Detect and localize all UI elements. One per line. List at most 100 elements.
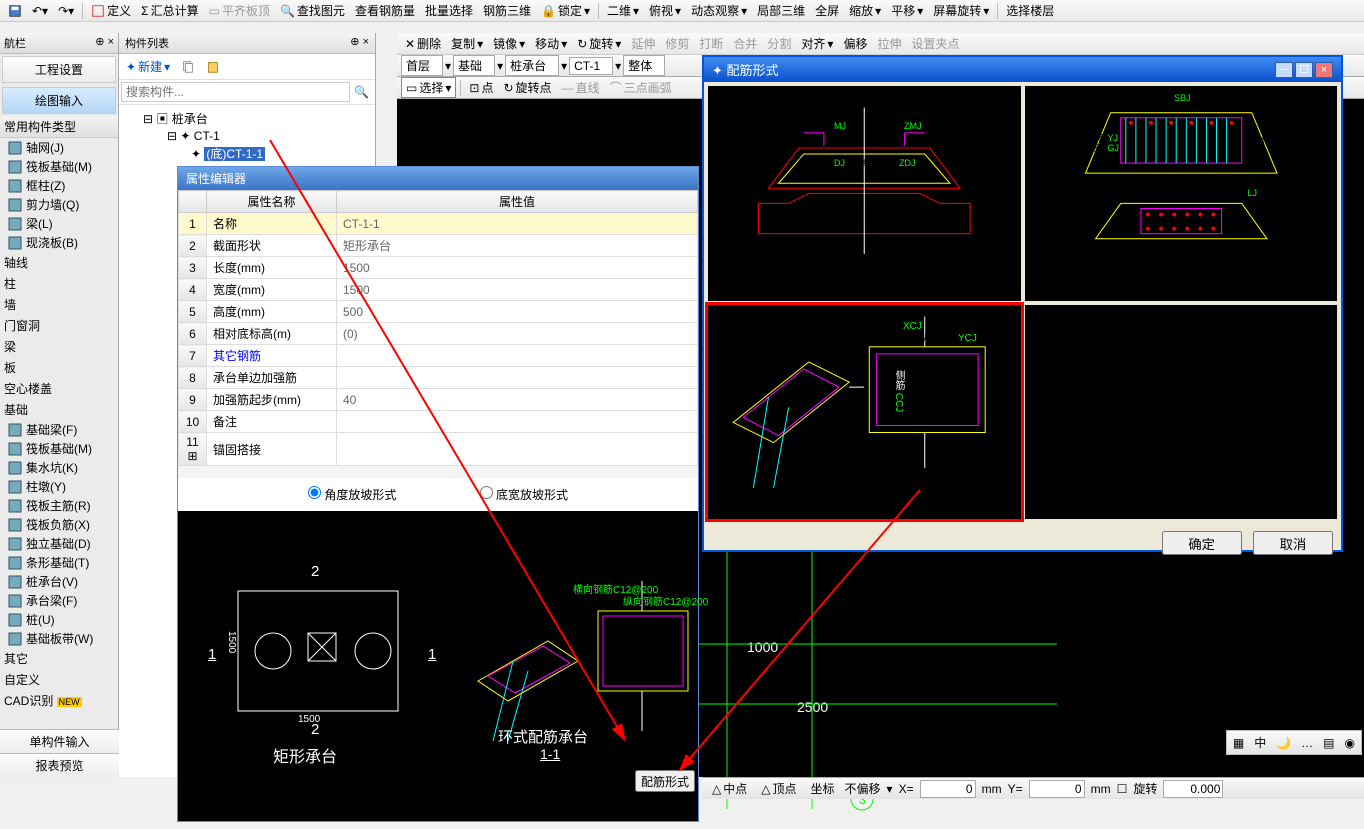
selfloor-button[interactable]: 选择楼层 <box>1002 1 1058 20</box>
radio-angle[interactable]: 角度放坡形式 <box>308 488 396 502</box>
line-tool[interactable]: — 直线 <box>558 78 604 97</box>
dlg-option-3[interactable]: 横向钢筋XCJ 纵向钢筋YCJ 侧筋 CCJ 环式配筋承台 1-1 <box>708 305 1021 520</box>
nav-item[interactable]: 桩承台(V) <box>0 572 118 591</box>
nav-item[interactable]: 梁(L) <box>0 214 118 233</box>
bc-cat[interactable]: 基础 <box>453 55 495 76</box>
nav-cat[interactable]: 空心楼盖 <box>0 378 118 399</box>
paste-tree-icon[interactable] <box>202 57 224 76</box>
dlg-cancel-button[interactable]: 取消 <box>1253 531 1333 555</box>
dlg-close-icon[interactable]: × <box>1315 62 1333 78</box>
setgrip-button[interactable]: 设置夹点 <box>907 34 963 53</box>
sb-x-input[interactable] <box>920 780 976 798</box>
prop-row[interactable]: 9加强筋起步(mm)40 <box>179 389 698 411</box>
batchsel-button[interactable]: 批量选择 <box>421 1 477 20</box>
rt-5-icon[interactable]: ▤ <box>1319 733 1338 752</box>
prop-row[interactable]: 11 ⊞锚固搭接 <box>179 433 698 466</box>
prop-row[interactable]: 4宽度(mm)1500 <box>179 279 698 301</box>
nav-proj-button[interactable]: 工程设置 <box>2 56 116 83</box>
nav-cat[interactable]: CAD识别 NEW <box>0 690 118 711</box>
search-icon[interactable]: 🔍 <box>350 82 373 102</box>
nav-item[interactable]: 轴网(J) <box>0 138 118 157</box>
dlg-option-1[interactable]: 横向面筋MJ 纵向面筋ZMJ 横向底筋DJ 纵向底筋ZDJ 全部翻起 1-1 <box>708 86 1021 301</box>
delete-button[interactable]: ✕ 删除 <box>401 34 445 53</box>
prop-row[interactable]: 6相对底标高(m)(0) <box>179 323 698 345</box>
nav-cat[interactable]: 其它 <box>0 648 118 669</box>
prop-row[interactable]: 7其它钢筋 <box>179 345 698 367</box>
prop-row[interactable]: 3长度(mm)1500 <box>179 257 698 279</box>
nav-cat[interactable]: 基础 <box>0 399 118 420</box>
view2d-button[interactable]: 二维▾ <box>603 1 643 20</box>
rt-4-icon[interactable]: … <box>1297 733 1317 752</box>
single-input-button[interactable]: 单构件输入 <box>0 729 119 753</box>
prop-row[interactable]: 2截面形状矩形承台 <box>179 235 698 257</box>
nav-cat[interactable]: 板 <box>0 357 118 378</box>
align-button[interactable]: 对齐▾ <box>797 34 837 53</box>
prop-row[interactable]: 8承台单边加强筋 <box>179 367 698 389</box>
nav-item[interactable]: 基础梁(F) <box>0 420 118 439</box>
radio-width[interactable]: 底宽放坡形式 <box>480 488 568 502</box>
sb-offset-mode[interactable]: 不偏移 <box>845 780 881 797</box>
nav-item[interactable]: 筏板基础(M) <box>0 439 118 458</box>
tree-root[interactable]: ⊟ ▣ 桩承台 <box>123 109 371 128</box>
nav-item[interactable]: 条形基础(T) <box>0 553 118 572</box>
nav-cat[interactable]: 门窗洞 <box>0 315 118 336</box>
redo-icon[interactable]: ↷▾ <box>54 3 78 19</box>
bc-type[interactable]: 桩承台 <box>505 55 559 76</box>
nav-cat[interactable]: 墙 <box>0 294 118 315</box>
nav-item[interactable]: 独立基础(D) <box>0 534 118 553</box>
offset-button[interactable]: 偏移 <box>839 34 871 53</box>
merge-button[interactable]: 合并 <box>729 34 761 53</box>
sb-top[interactable]: △ 顶点 <box>757 779 800 798</box>
nav-cat[interactable]: 自定义 <box>0 669 118 690</box>
sb-coord[interactable]: 坐标 <box>807 779 839 798</box>
nav-item[interactable]: 剪力墙(Q) <box>0 195 118 214</box>
trim-button[interactable]: 修剪 <box>661 34 693 53</box>
arc-tool[interactable]: ⌒ 三点画弧 <box>606 78 676 97</box>
nav-item[interactable]: 筏板主筋(R) <box>0 496 118 515</box>
nav-cat[interactable]: 轴线 <box>0 252 118 273</box>
save-icon[interactable] <box>4 3 26 19</box>
extend-button[interactable]: 延伸 <box>627 34 659 53</box>
config-rebar-button[interactable]: 配筋形式 <box>635 770 695 792</box>
rt-6-icon[interactable]: ◉ <box>1341 733 1359 752</box>
bc-item[interactable]: CT-1 <box>569 57 613 75</box>
rotpoint-tool[interactable]: ↻ 旋转点 <box>499 78 555 97</box>
scrrot-button[interactable]: 屏幕旋转▾ <box>929 1 993 20</box>
tree-child[interactable]: ⊟ ✦ CT-1 <box>123 128 371 144</box>
prop-row[interactable]: 10备注 <box>179 411 698 433</box>
nav-item[interactable]: 筏板基础(M) <box>0 157 118 176</box>
findelem-button[interactable]: 🔍 查找图元 <box>276 1 349 20</box>
sb-midpt[interactable]: △ 中点 <box>708 779 751 798</box>
split-button[interactable]: 分割 <box>763 34 795 53</box>
nav-cat[interactable]: 梁 <box>0 336 118 357</box>
nav-item[interactable]: 集水坑(K) <box>0 458 118 477</box>
sb-y-input[interactable] <box>1029 780 1085 798</box>
rebar3d-button[interactable]: 钢筋三维 <box>479 1 535 20</box>
summary-button[interactable]: Σ 汇总计算 <box>137 1 202 20</box>
bc-view[interactable]: 整体 <box>623 55 665 76</box>
nav-item[interactable]: 筏板负筋(X) <box>0 515 118 534</box>
dlg-option-2[interactable]: 上部筋 SBJ 腰筋YJ 箍筋GJ XBJ 1-1 拉筋LJ 2-2 梁式配筋承… <box>1025 86 1338 301</box>
zoom-button[interactable]: 缩放▾ <box>845 1 885 20</box>
stretch-button[interactable]: 拉伸 <box>873 34 905 53</box>
prop-row[interactable]: 1名称CT-1-1 <box>179 213 698 235</box>
break-button[interactable]: 打断 <box>695 34 727 53</box>
rt-1-icon[interactable]: ▦ <box>1229 733 1248 752</box>
nav-cat[interactable]: 柱 <box>0 273 118 294</box>
report-preview-button[interactable]: 报表预览 <box>0 753 119 777</box>
dlg-max-icon[interactable]: ☐ <box>1295 62 1313 78</box>
nav-item[interactable]: 桩(U) <box>0 610 118 629</box>
bc-floor[interactable]: 首层 <box>401 55 443 76</box>
sb-rot-input[interactable] <box>1163 780 1223 798</box>
nav-item[interactable]: 现浇板(B) <box>0 233 118 252</box>
fullscr-button[interactable]: 全屏 <box>811 1 843 20</box>
flatboard-button[interactable]: ▭ 平齐板顶 <box>205 1 274 20</box>
mirror-button[interactable]: 镜像▾ <box>489 34 529 53</box>
dynview-button[interactable]: 动态观察▾ <box>687 1 751 20</box>
nav-draw-button[interactable]: 绘图输入 <box>2 87 116 114</box>
prop-row[interactable]: 5高度(mm)500 <box>179 301 698 323</box>
rebarqty-button[interactable]: 查看钢筋量 <box>351 1 419 20</box>
rt-3-icon[interactable]: 🌙 <box>1272 733 1295 752</box>
rotate-button[interactable]: ↻ 旋转▾ <box>573 34 625 53</box>
dialog-title[interactable]: ✦ 配筋形式 ─ ☐ × <box>704 57 1341 82</box>
